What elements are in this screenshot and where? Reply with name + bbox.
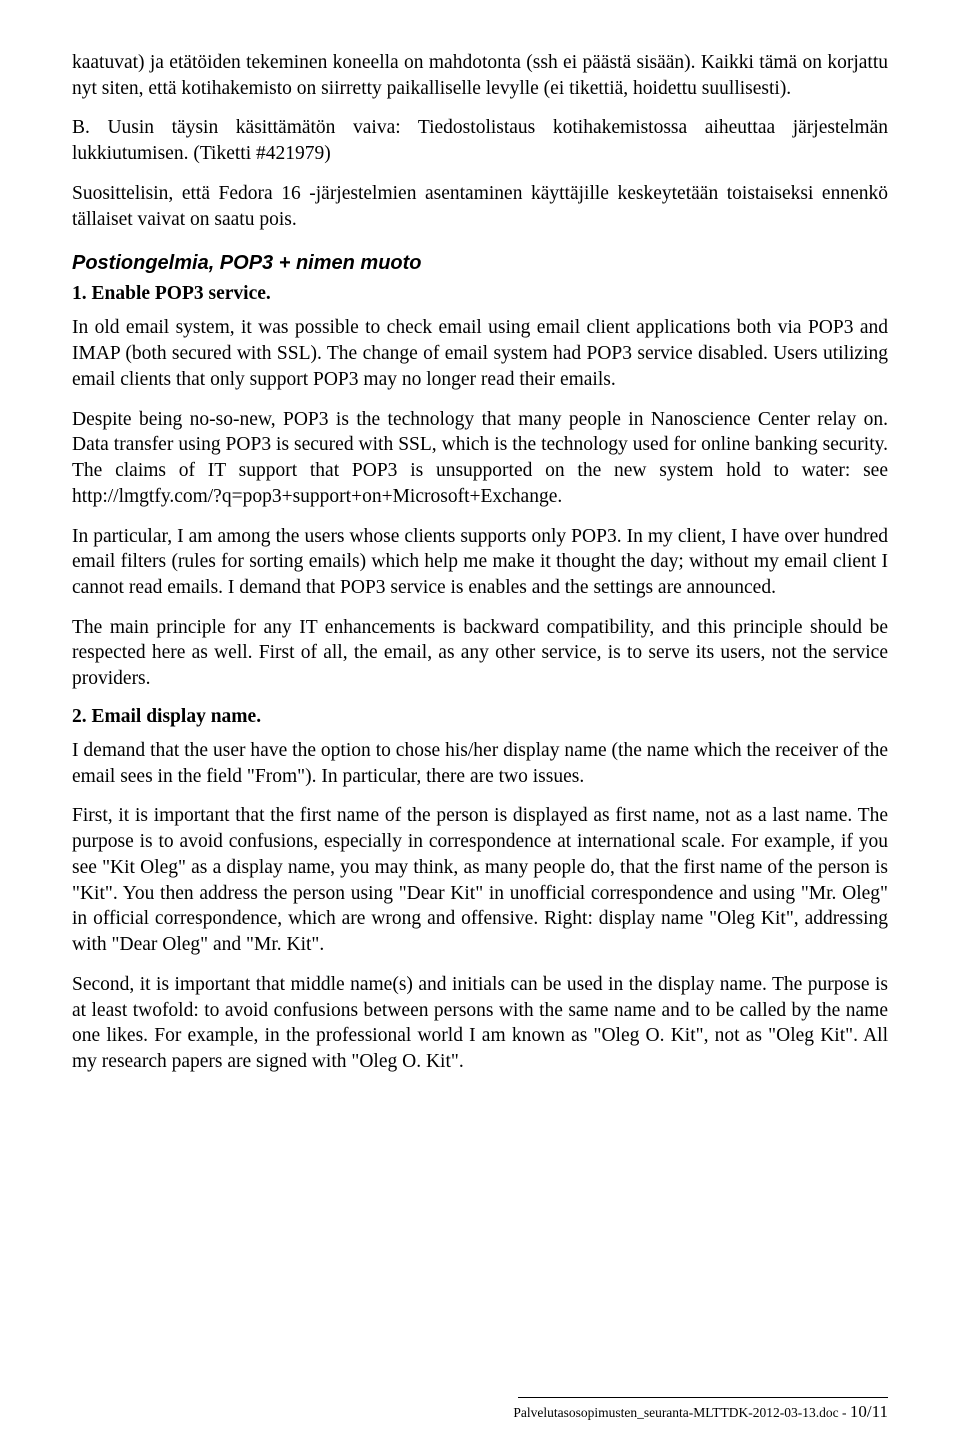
paragraph: Suosittelisin, että Fedora 16 -järjestel… <box>72 181 888 232</box>
footer-rule <box>518 1397 888 1398</box>
paragraph: In old email system, it was possible to … <box>72 315 888 392</box>
page-footer: Palvelutasosopimusten_seuranta-MLTTDK-20… <box>513 1397 888 1422</box>
paragraph: Despite being no-so-new, POP3 is the tec… <box>72 407 888 510</box>
paragraph: kaatuvat) ja etätöiden tekeminen koneell… <box>72 50 888 101</box>
paragraph: I demand that the user have the option t… <box>72 738 888 789</box>
paragraph: Second, it is important that middle name… <box>72 972 888 1075</box>
paragraph: B. Uusin täysin käsittämätön vaiva: Tied… <box>72 115 888 166</box>
paragraph: In particular, I am among the users whos… <box>72 524 888 601</box>
footer-filename: Palvelutasosopimusten_seuranta-MLTTDK-20… <box>513 1405 850 1420</box>
paragraph: First, it is important that the first na… <box>72 803 888 957</box>
footer-page-number: 10/11 <box>850 1402 888 1421</box>
subsection-heading: 1. Enable POP3 service. <box>72 283 888 305</box>
document-page: kaatuvat) ja etätöiden tekeminen koneell… <box>0 0 960 1442</box>
section-heading: Postiongelmia, POP3 + nimen muoto <box>72 252 888 275</box>
subsection-heading: 2. Email display name. <box>72 706 888 728</box>
paragraph: The main principle for any IT enhancemen… <box>72 615 888 692</box>
